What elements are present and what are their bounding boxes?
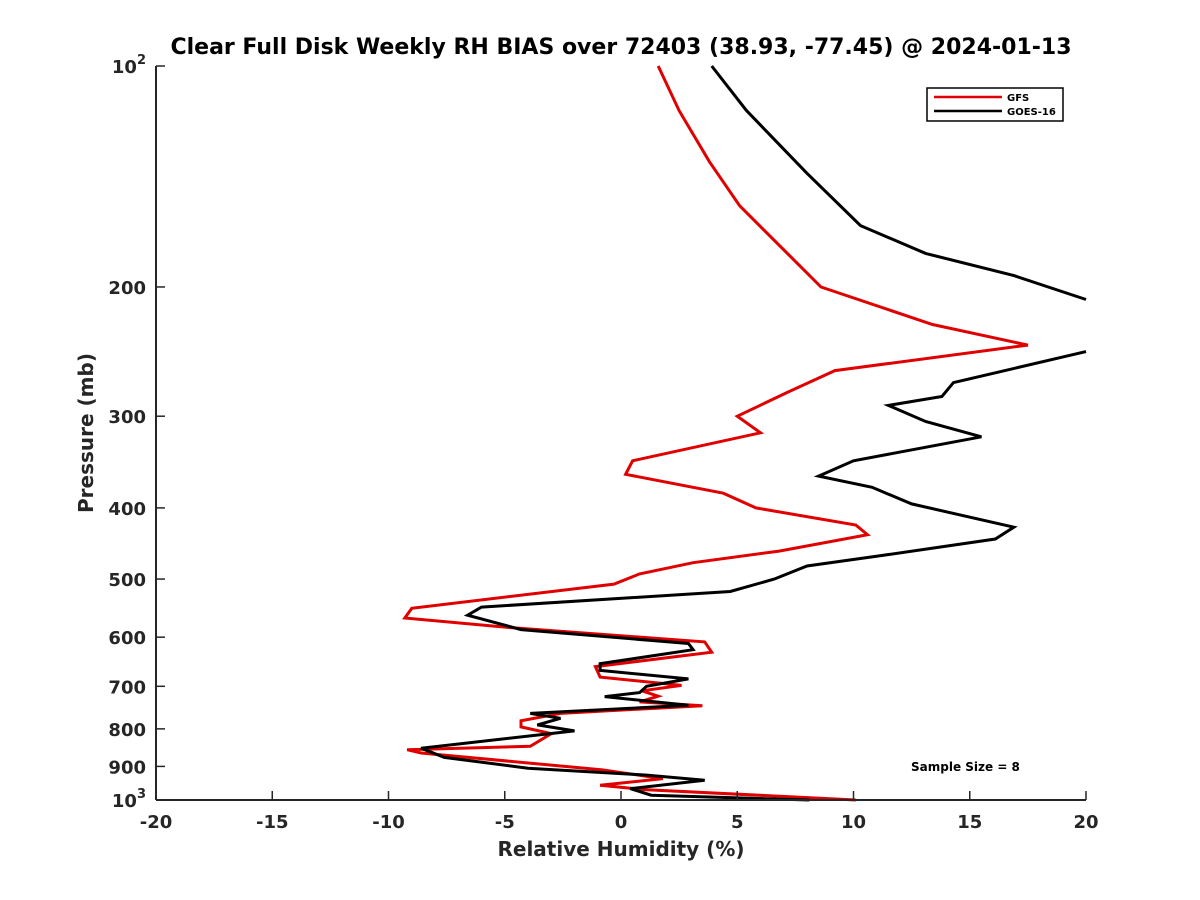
x-tick-label: 10: [841, 812, 866, 833]
legend-label-goes16: GOES-16: [1007, 107, 1056, 118]
chart-title: Clear Full Disk Weekly RH BIAS over 7240…: [170, 35, 1071, 60]
y-tick-label: 500: [108, 570, 146, 591]
y-tick-label: 400: [108, 499, 146, 520]
series-layer: [402, 65, 1087, 802]
x-tick-label: 5: [731, 812, 744, 833]
x-ticks: -20 -15 -10 -5 0 5 10 15 20: [140, 791, 1099, 833]
y-tick-label: 700: [108, 677, 146, 698]
sample-size-annotation: Sample Size = 8: [911, 760, 1020, 774]
y-tick-label: 200: [108, 278, 146, 299]
series-line-goes16: [420, 65, 1087, 802]
y-tick-label: 800: [108, 720, 146, 741]
y-tick-label: 300: [108, 407, 146, 428]
y-tick-label: 103: [112, 787, 146, 812]
x-tick-label: -20: [140, 812, 173, 833]
y-tick-label: 900: [108, 757, 146, 778]
y-tick-label: 600: [108, 628, 146, 649]
x-tick-label: -10: [372, 812, 405, 833]
x-tick-label: -15: [256, 812, 289, 833]
y-tick-label: 102: [112, 53, 146, 78]
legend-box: [926, 87, 1064, 122]
x-tick-label: -5: [495, 812, 515, 833]
plot-area: [156, 66, 1086, 800]
x-tick-label: 20: [1073, 812, 1098, 833]
x-tick-label: 0: [615, 812, 628, 833]
y-ticks: 102 200 300 400 500 600 700 800 900 103: [108, 53, 165, 812]
plot-background: [156, 66, 1086, 800]
x-axis-label: Relative Humidity (%): [497, 837, 744, 861]
legend-label-gfs: GFS: [1007, 93, 1029, 104]
legend: GFS GOES-16: [926, 87, 1064, 122]
x-tick-label: 15: [957, 812, 982, 833]
y-axis-label: Pressure (mb): [74, 353, 98, 513]
series-line-gfs: [402, 65, 1029, 802]
